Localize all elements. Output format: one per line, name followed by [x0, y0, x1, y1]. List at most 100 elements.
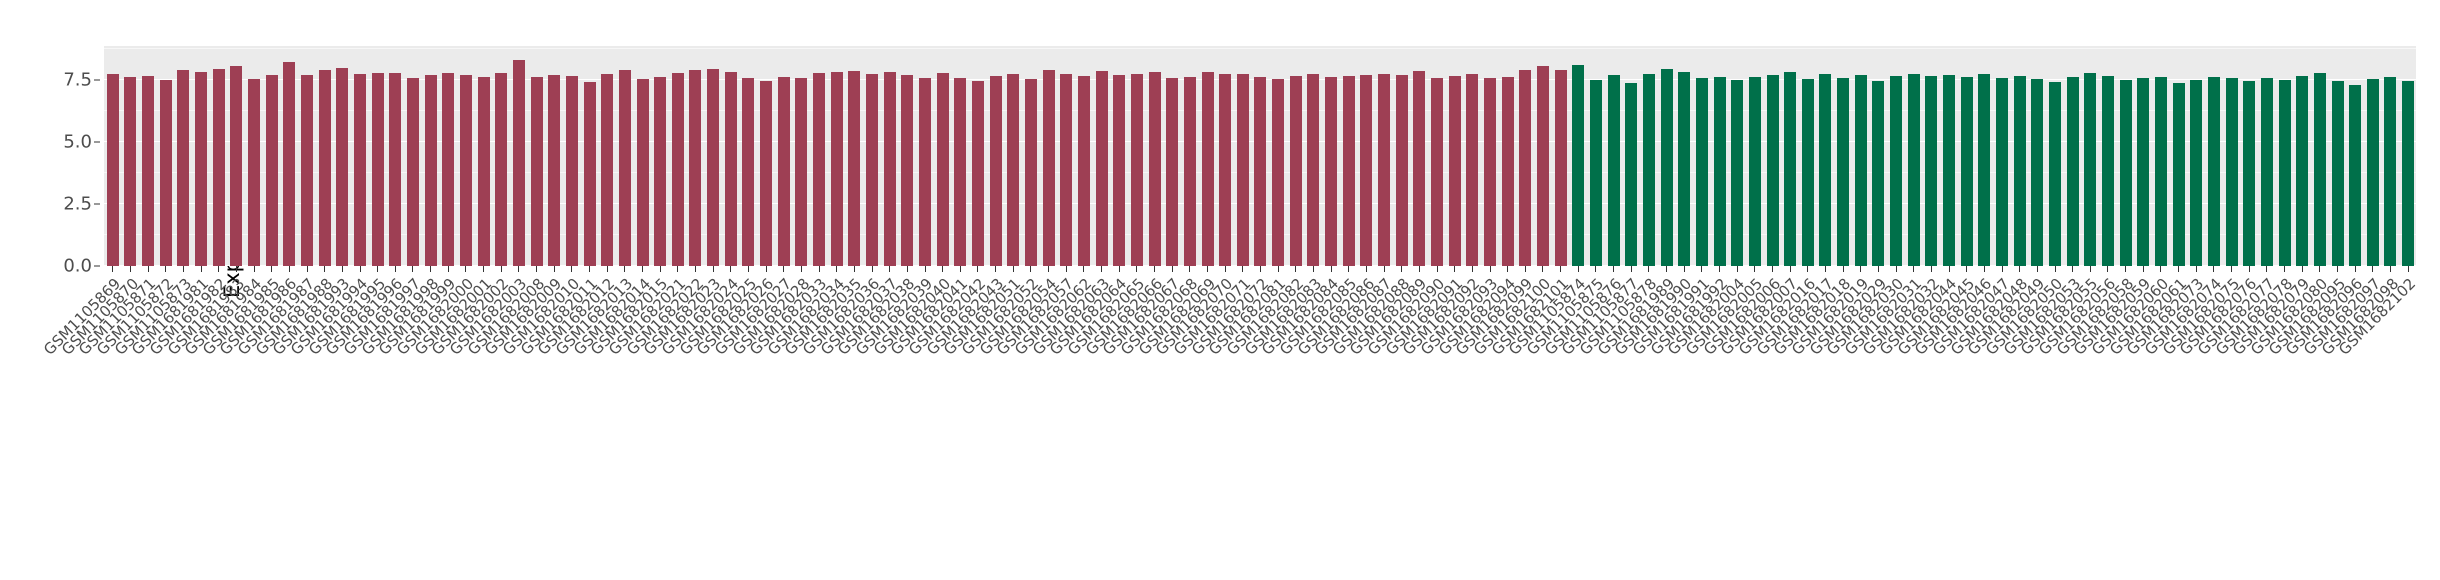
bar[interactable] — [1130, 74, 1143, 266]
bar[interactable] — [1748, 77, 1761, 266]
bar[interactable] — [265, 75, 278, 266]
bar[interactable] — [724, 72, 737, 266]
bar[interactable] — [2154, 76, 2167, 266]
bar[interactable] — [1307, 74, 1320, 266]
bar[interactable] — [124, 76, 137, 266]
bar[interactable] — [636, 79, 649, 266]
bar[interactable] — [2260, 77, 2273, 266]
bar[interactable] — [2013, 76, 2026, 266]
bar[interactable] — [971, 80, 984, 266]
bar[interactable] — [671, 72, 684, 266]
bar[interactable] — [1784, 71, 1797, 266]
bar[interactable] — [954, 77, 967, 266]
bar[interactable] — [689, 69, 702, 266]
bar[interactable] — [1536, 65, 1549, 266]
bar[interactable] — [424, 74, 437, 266]
bar[interactable] — [2119, 80, 2132, 266]
bar[interactable] — [1254, 77, 1267, 266]
bar[interactable] — [989, 76, 1002, 266]
bar[interactable] — [1113, 75, 1126, 266]
bar[interactable] — [283, 61, 296, 266]
bar[interactable] — [1431, 78, 1444, 266]
bar[interactable] — [195, 71, 208, 266]
bar[interactable] — [2278, 80, 2291, 266]
bar[interactable] — [1925, 75, 1938, 266]
bar[interactable] — [248, 79, 261, 266]
bar[interactable] — [1166, 78, 1179, 266]
bar[interactable] — [1996, 77, 2009, 266]
bar[interactable] — [795, 77, 808, 266]
bar[interactable] — [1819, 73, 1832, 266]
bar[interactable] — [1607, 74, 1620, 266]
bar[interactable] — [901, 74, 914, 266]
bar[interactable] — [318, 70, 331, 266]
bar[interactable] — [1395, 74, 1408, 266]
bar[interactable] — [1360, 75, 1373, 266]
bar[interactable] — [1713, 76, 1726, 266]
bar[interactable] — [1890, 76, 1903, 266]
bar[interactable] — [2207, 76, 2220, 266]
bar[interactable] — [742, 78, 755, 266]
bar[interactable] — [371, 73, 384, 266]
bar[interactable] — [354, 74, 367, 266]
bar[interactable] — [1095, 70, 1108, 266]
bar[interactable] — [1024, 78, 1037, 266]
bar[interactable] — [707, 69, 720, 266]
bar[interactable] — [654, 77, 667, 266]
bar[interactable] — [1448, 76, 1461, 266]
bar[interactable] — [1413, 70, 1426, 266]
bar[interactable] — [1854, 75, 1867, 266]
bar[interactable] — [1519, 69, 1532, 266]
bar[interactable] — [919, 78, 932, 266]
bar[interactable] — [389, 72, 402, 266]
bar[interactable] — [583, 82, 596, 266]
bar[interactable] — [2243, 81, 2256, 266]
bar[interactable] — [2031, 79, 2044, 266]
bar[interactable] — [1325, 77, 1338, 266]
bar[interactable] — [512, 59, 525, 266]
bar[interactable] — [406, 77, 419, 266]
bar[interactable] — [883, 71, 896, 266]
bar[interactable] — [2190, 79, 2203, 266]
bar[interactable] — [548, 75, 561, 266]
bar[interactable] — [142, 76, 155, 266]
bar[interactable] — [1678, 72, 1691, 266]
bar[interactable] — [1219, 74, 1232, 266]
bar[interactable] — [813, 72, 826, 266]
bar[interactable] — [2331, 81, 2344, 266]
bar[interactable] — [1642, 74, 1655, 266]
bar[interactable] — [1872, 80, 1885, 266]
bar[interactable] — [1077, 76, 1090, 266]
bar[interactable] — [1378, 73, 1391, 266]
bar[interactable] — [2402, 80, 2415, 266]
bar[interactable] — [1801, 78, 1814, 266]
bar[interactable] — [1466, 74, 1479, 266]
bar[interactable] — [2172, 82, 2185, 266]
bar[interactable] — [495, 72, 508, 266]
bar[interactable] — [1731, 79, 1744, 266]
bar[interactable] — [2349, 84, 2362, 266]
bar[interactable] — [230, 65, 243, 266]
bar[interactable] — [1943, 74, 1956, 266]
bar[interactable] — [2101, 76, 2114, 266]
bar[interactable] — [2066, 77, 2079, 266]
bar[interactable] — [1484, 77, 1497, 266]
bar[interactable] — [159, 80, 172, 266]
bar[interactable] — [530, 76, 543, 266]
bar[interactable] — [106, 74, 119, 266]
bar[interactable] — [830, 72, 843, 266]
bar[interactable] — [2366, 79, 2379, 266]
bar[interactable] — [618, 70, 631, 266]
bar[interactable] — [1660, 68, 1673, 266]
bar[interactable] — [601, 73, 614, 266]
bar[interactable] — [1625, 83, 1638, 266]
bar[interactable] — [477, 76, 490, 266]
bar[interactable] — [1960, 77, 1973, 266]
bar[interactable] — [936, 72, 949, 266]
bar[interactable] — [1837, 78, 1850, 266]
bar[interactable] — [2384, 76, 2397, 266]
bar[interactable] — [1148, 72, 1161, 266]
bar[interactable] — [777, 76, 790, 266]
bar[interactable] — [336, 67, 349, 266]
bar[interactable] — [2049, 81, 2062, 266]
